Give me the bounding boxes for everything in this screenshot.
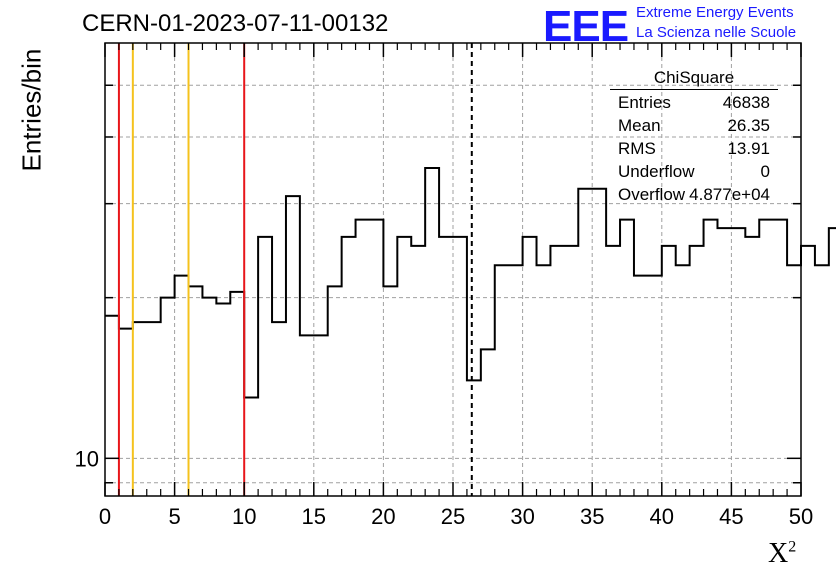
stats-title: ChiSquare: [610, 68, 778, 90]
eee-logo: EEE: [543, 2, 629, 51]
x-tick-label: 45: [719, 504, 743, 529]
x-tick-label: 40: [650, 504, 674, 529]
stats-row-underflow: Underflow 0: [618, 162, 770, 181]
x-tick-label: 20: [371, 504, 395, 529]
y-axis-label: Entries/bin: [16, 48, 47, 172]
logo-line-1: Extreme Energy Events: [636, 4, 794, 21]
x-axis-label: X2: [768, 538, 797, 569]
stats-box: ChiSquare Entries 46838 Mean 26.35 RMS 13.9…: [610, 68, 778, 208]
histogram-line: [105, 166, 836, 399]
x-tick-label: 50: [789, 504, 813, 529]
stats-row-rms: RMS 13.91: [618, 139, 770, 158]
stats-row-mean: Mean 26.35: [618, 116, 770, 135]
x-tick-label: 10: [232, 504, 256, 529]
x-tick-label: 5: [168, 504, 180, 529]
x-tick-label: 0: [99, 504, 111, 529]
y-tick-label: 10: [75, 446, 99, 471]
x-tick-label: 15: [302, 504, 326, 529]
x-tick-label: 30: [510, 504, 534, 529]
x-tick-label: 35: [580, 504, 604, 529]
stats-row-entries: Entries 46838: [618, 93, 770, 112]
stats-row-overflow: Overflow 4.877e+04: [618, 185, 770, 204]
plot-title: CERN-01-2023-07-11-00132: [82, 10, 389, 37]
logo-line-2: La Scienza nelle Scuole: [636, 24, 797, 41]
x-tick-label: 25: [441, 504, 465, 529]
